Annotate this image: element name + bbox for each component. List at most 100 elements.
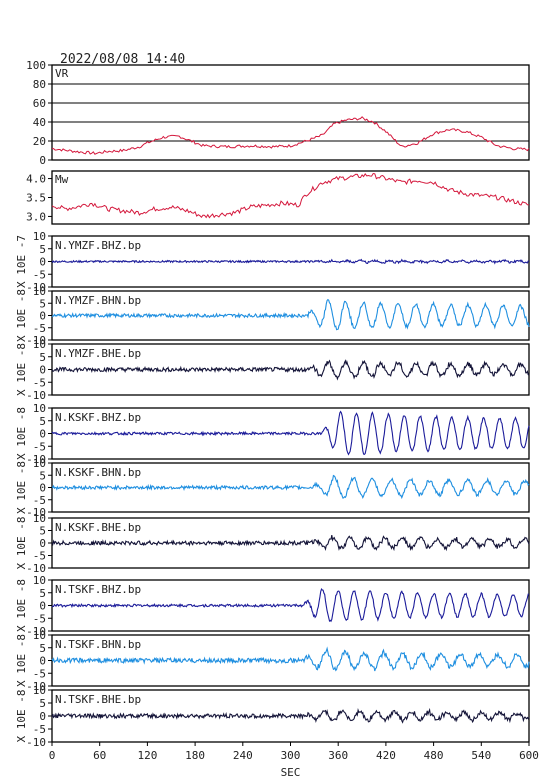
y-tick-label-7-0: -10	[26, 562, 46, 575]
x-tick-label-2: 120	[137, 749, 157, 762]
panel-frame-1	[51, 170, 530, 225]
y-tick-label-3-2: 0	[39, 310, 46, 323]
x-tick-label-6: 360	[328, 749, 348, 762]
trace-unit-7: X 10E -8	[15, 634, 28, 687]
y-tick-label-3-0: -10	[26, 334, 46, 347]
series-line-vr	[52, 116, 530, 155]
y-tick-label-5-2: 0	[39, 428, 46, 441]
waveform-3	[51, 410, 530, 456]
y-tick-label-4-3: 5	[39, 351, 46, 364]
y-tick-label-0-3: 60	[33, 97, 46, 110]
y-tick-label-9-4: 10	[33, 629, 46, 642]
x-axis-label: SEC	[281, 766, 301, 779]
waveform-4	[51, 474, 530, 500]
x-tick-label-5: 300	[281, 749, 301, 762]
y-tick-label-9-0: -10	[26, 680, 46, 693]
y-tick-label-4-2: 0	[39, 364, 46, 377]
y-tick-label-9-3: 5	[39, 642, 46, 655]
y-tick-label-6-0: -10	[26, 506, 46, 519]
trace-unit-5: X 10E -8	[15, 517, 28, 570]
y-tick-label-10-0: -10	[26, 736, 46, 749]
y-tick-label-7-2: 0	[39, 537, 46, 550]
x-tick-label-8: 480	[424, 749, 444, 762]
trace-unit-3: X 10E -8	[15, 407, 28, 460]
y-tick-label-8-0: -10	[26, 625, 46, 638]
y-tick-label-6-4: 10	[33, 457, 46, 470]
trace-unit-8: X 10E -8	[15, 690, 28, 743]
y-tick-label-2-4: 10	[33, 230, 46, 243]
y-tick-label-6-2: 0	[39, 482, 46, 495]
y-tick-label-8-3: 5	[39, 587, 46, 600]
waveform-8	[51, 707, 530, 724]
y-tick-label-2-3: 5	[39, 243, 46, 256]
x-tick-label-1: 60	[93, 749, 106, 762]
trace-label-0: N.YMZF.BHZ.bp	[55, 239, 141, 252]
waveform-6	[51, 588, 530, 623]
y-tick-label-5-0: -10	[26, 453, 46, 466]
y-tick-label-10-1: -5	[33, 723, 46, 736]
x-tick-label-4: 240	[233, 749, 253, 762]
trace-label-6: N.TSKF.BHZ.bp	[55, 583, 141, 596]
trace-unit-0: X 10E -7	[15, 235, 28, 288]
header-timestamp: 2022/08/08 14:40	[60, 52, 185, 67]
trace-label-1: N.YMZF.BHN.bp	[55, 294, 141, 307]
waveform-1	[51, 298, 530, 331]
x-tick-label-7: 420	[376, 749, 396, 762]
trace-unit-1: X 10E -8	[15, 289, 28, 342]
y-tick-label-6-3: 5	[39, 469, 46, 482]
y-tick-label-8-2: 0	[39, 600, 46, 613]
y-tick-label-8-1: -5	[33, 612, 46, 625]
y-tick-label-9-2: 0	[39, 655, 46, 668]
y-tick-label-10-2: 0	[39, 710, 46, 723]
x-tick-label-9: 540	[471, 749, 491, 762]
y-tick-label-5-3: 5	[39, 415, 46, 428]
waveform-2	[51, 359, 530, 381]
y-tick-label-5-4: 10	[33, 402, 46, 415]
trace-unit-2: X 10E -8	[15, 343, 28, 396]
x-tick-label-0: 0	[49, 749, 56, 762]
trace-unit-6: X 10E -8	[15, 579, 28, 632]
y-tick-label-10-4: 10	[33, 684, 46, 697]
y-tick-label-0-5: 100	[26, 59, 46, 72]
trace-label-4: N.KSKF.BHN.bp	[55, 466, 141, 479]
x-tick-label-3: 180	[185, 749, 205, 762]
y-tick-label-5-1: -5	[33, 440, 46, 453]
panel-label-vr: VR	[55, 67, 69, 80]
waveform-7	[51, 646, 530, 672]
y-tick-label-0-2: 40	[33, 116, 46, 129]
trace-label-7: N.TSKF.BHN.bp	[55, 638, 141, 651]
y-tick-label-2-1: -5	[33, 268, 46, 281]
trace-label-3: N.KSKF.BHZ.bp	[55, 411, 141, 424]
y-tick-label-2-2: 0	[39, 256, 46, 269]
y-tick-label-4-0: -10	[26, 389, 46, 402]
panel-label-mw: Mw	[55, 173, 69, 186]
trace-unit-4: X 10E -8	[15, 461, 28, 514]
y-tick-label-8-4: 10	[33, 574, 46, 587]
y-tick-label-3-4: 10	[33, 285, 46, 298]
trace-label-8: N.TSKF.BHE.bp	[55, 693, 141, 706]
waveform-5	[51, 534, 530, 552]
y-tick-label-1-1: 3.5	[26, 192, 46, 205]
y-tick-label-0-1: 20	[33, 135, 46, 148]
y-tick-label-10-3: 5	[39, 697, 46, 710]
y-tick-label-4-1: -5	[33, 376, 46, 389]
y-tick-label-6-1: -5	[33, 494, 46, 507]
y-tick-label-0-0: 0	[39, 154, 46, 167]
x-tick-label-10: 600	[519, 749, 539, 762]
y-tick-label-4-4: 10	[33, 338, 46, 351]
y-tick-label-1-2: 4.0	[26, 173, 46, 186]
trace-label-2: N.YMZF.BHE.bp	[55, 347, 141, 360]
trace-label-5: N.KSKF.BHE.bp	[55, 521, 141, 534]
y-tick-label-7-4: 10	[33, 512, 46, 525]
panel-frame-0	[51, 64, 530, 161]
waveform-0	[51, 258, 530, 265]
y-tick-label-0-4: 80	[33, 78, 46, 91]
y-tick-label-2-0: -10	[26, 281, 46, 294]
y-tick-label-1-0: 3.0	[26, 210, 46, 223]
y-tick-label-9-1: -5	[33, 667, 46, 680]
y-tick-label-7-1: -5	[33, 550, 46, 563]
y-tick-label-7-3: 5	[39, 525, 46, 538]
series-line-mw	[51, 172, 530, 219]
y-tick-label-3-1: -5	[33, 322, 46, 335]
